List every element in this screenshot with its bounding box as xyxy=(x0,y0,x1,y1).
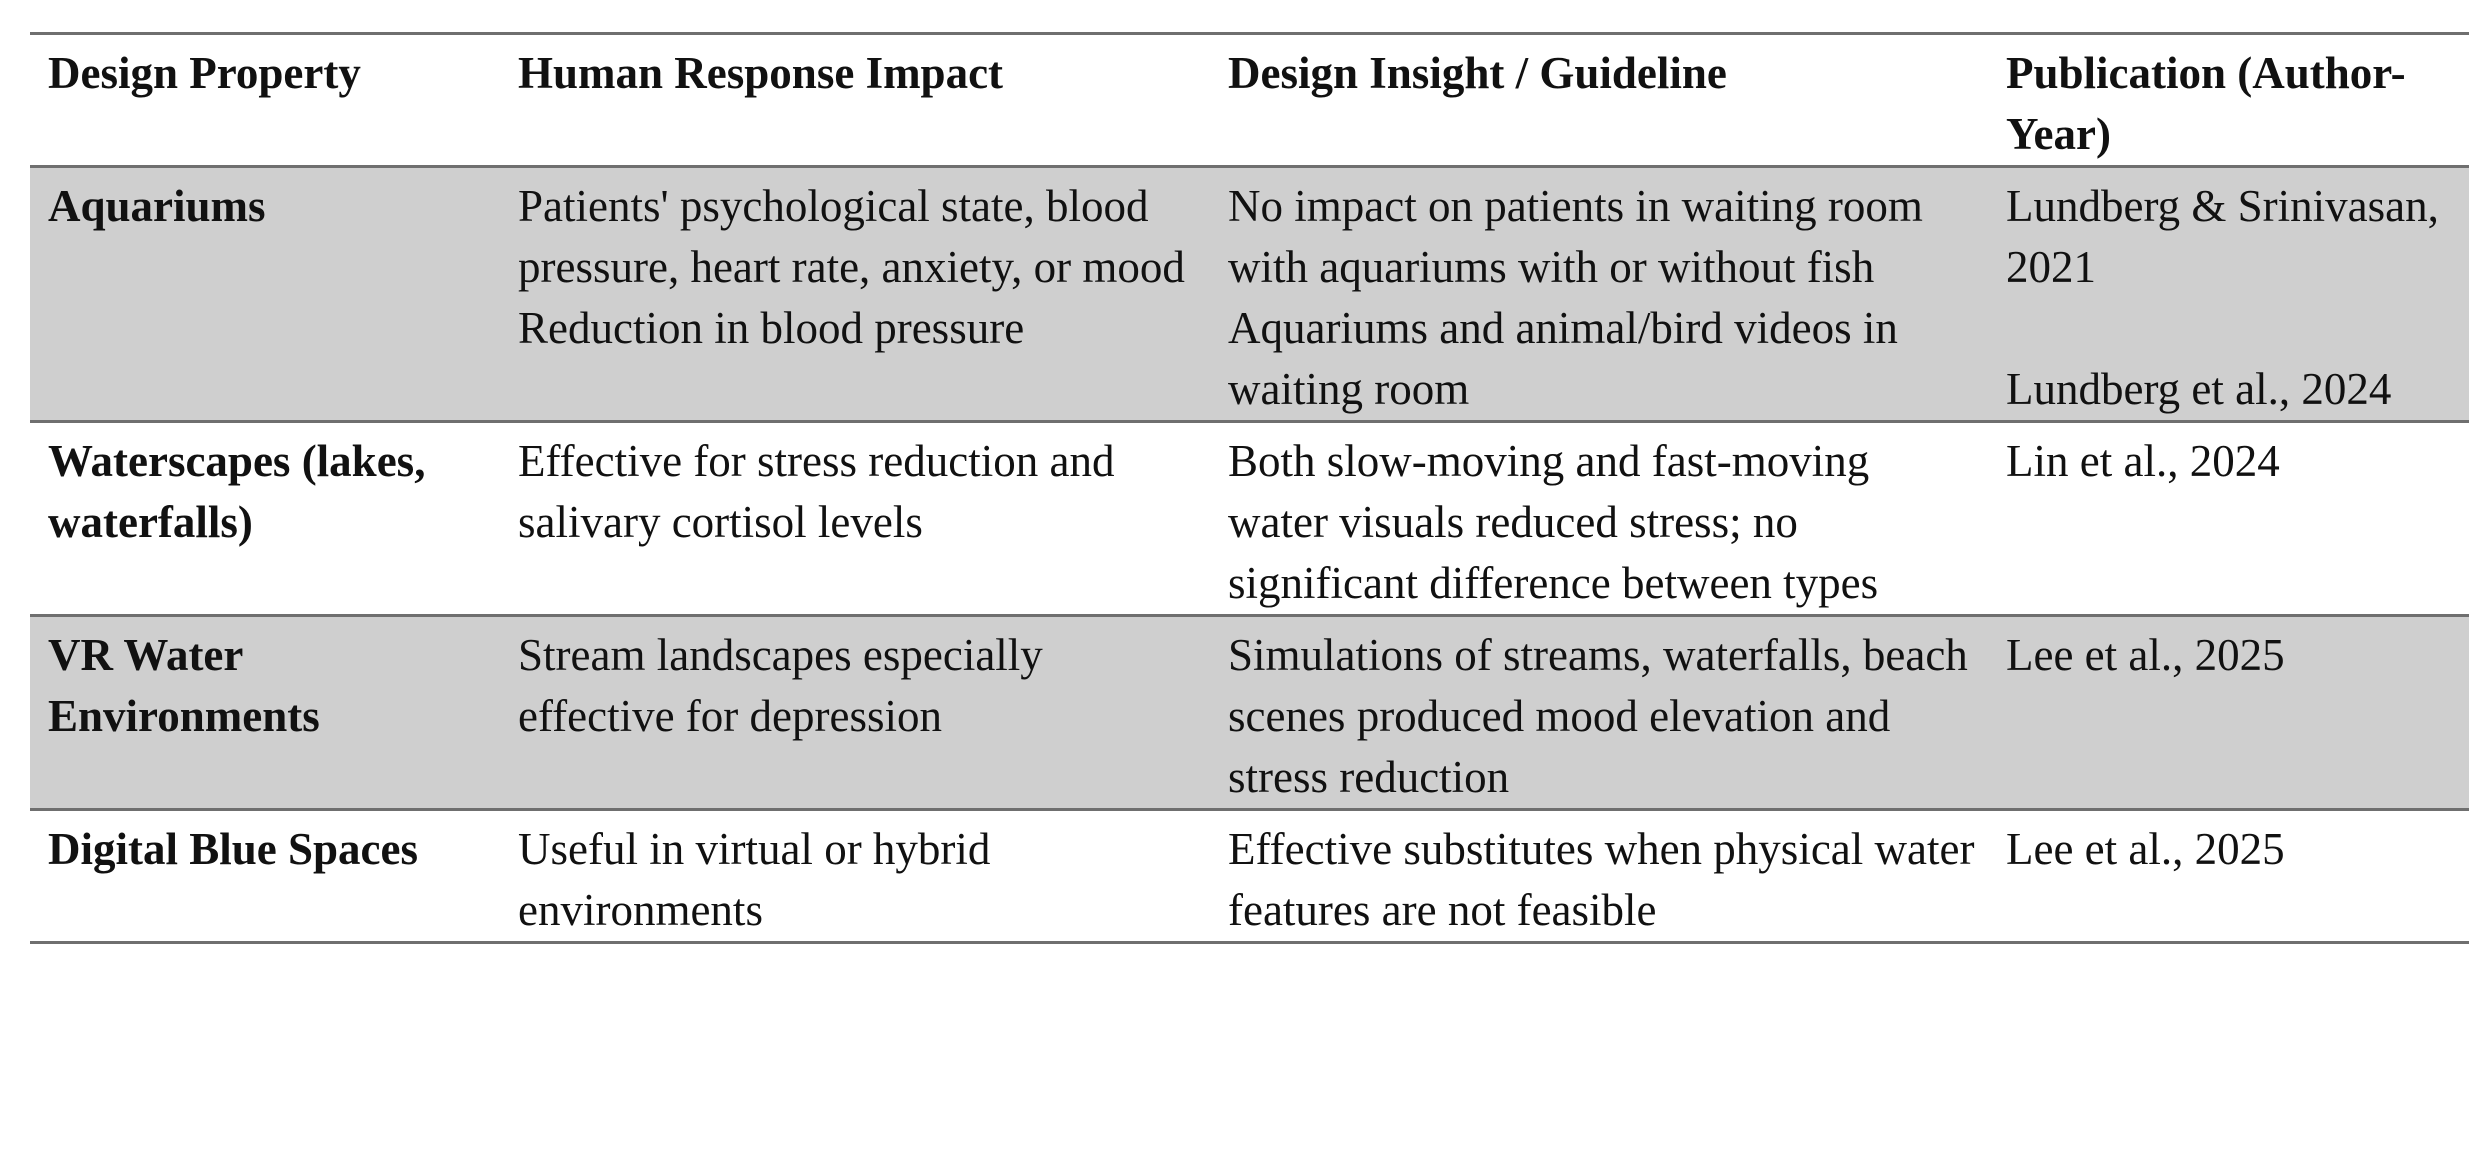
cell-insight: Simulations of streams, waterfalls, beac… xyxy=(1210,615,1988,811)
insight-entry-2: Aquariums and animal/bird videos in wait… xyxy=(1228,303,1898,414)
publication-entry-1: Lundberg & Srinivasan, 2021 xyxy=(2006,181,2439,292)
table-row-vr-water: VR Water Environments Stream landscapes … xyxy=(30,615,2469,811)
impact-entry-1: Patients' psychological state, blood pre… xyxy=(518,181,1185,292)
cell-property: VR Water Environments xyxy=(30,615,500,811)
cell-impact: Effective for stress reduction and saliv… xyxy=(500,421,1210,617)
cell-publication: Lin et al., 2024 xyxy=(1988,421,2469,617)
header-row: Design Property Human Response Impact De… xyxy=(30,32,2469,168)
cell-property: Aquariums xyxy=(30,166,500,423)
table-row-aquariums: Aquariums Patients' psychological state,… xyxy=(30,166,2469,423)
design-properties-table: Design Property Human Response Impact De… xyxy=(30,32,2469,944)
table-body: Aquariums Patients' psychological state,… xyxy=(30,166,2469,944)
header-design-property: Design Property xyxy=(30,32,500,168)
cell-impact: Useful in virtual or hybrid environments xyxy=(500,809,1210,944)
cell-property: Waterscapes (lakes, waterfalls) xyxy=(30,421,500,617)
cell-property: Digital Blue Spaces xyxy=(30,809,500,944)
cell-impact: Stream landscapes especially effective f… xyxy=(500,615,1210,811)
cell-insight: Effective substitutes when physical wate… xyxy=(1210,809,1988,944)
cell-publication: Lundberg & Srinivasan, 2021 Lundberg et … xyxy=(1988,166,2469,423)
publication-entry-2: Lundberg et al., 2024 xyxy=(2006,364,2392,414)
cell-publication: Lee et al., 2025 xyxy=(1988,615,2469,811)
header-human-response-impact: Human Response Impact xyxy=(500,32,1210,168)
table-header: Design Property Human Response Impact De… xyxy=(30,32,2469,168)
table-row-waterscapes: Waterscapes (lakes, waterfalls) Effectiv… xyxy=(30,421,2469,617)
impact-entry-2: Reduction in blood pressure xyxy=(518,303,1025,353)
insight-entry-1: No impact on patients in waiting room wi… xyxy=(1228,181,1923,292)
cell-publication: Lee et al., 2025 xyxy=(1988,809,2469,944)
header-design-insight: Design Insight / Guideline xyxy=(1210,32,1988,168)
cell-insight: No impact on patients in waiting room wi… xyxy=(1210,166,1988,423)
table-row-digital-blue-spaces: Digital Blue Spaces Useful in virtual or… xyxy=(30,809,2469,944)
cell-impact: Patients' psychological state, blood pre… xyxy=(500,166,1210,423)
header-publication: Publication (Author-Year) xyxy=(1988,32,2469,168)
cell-insight: Both slow-moving and fast-moving water v… xyxy=(1210,421,1988,617)
design-properties-table-container: Design Property Human Response Impact De… xyxy=(30,32,2469,944)
